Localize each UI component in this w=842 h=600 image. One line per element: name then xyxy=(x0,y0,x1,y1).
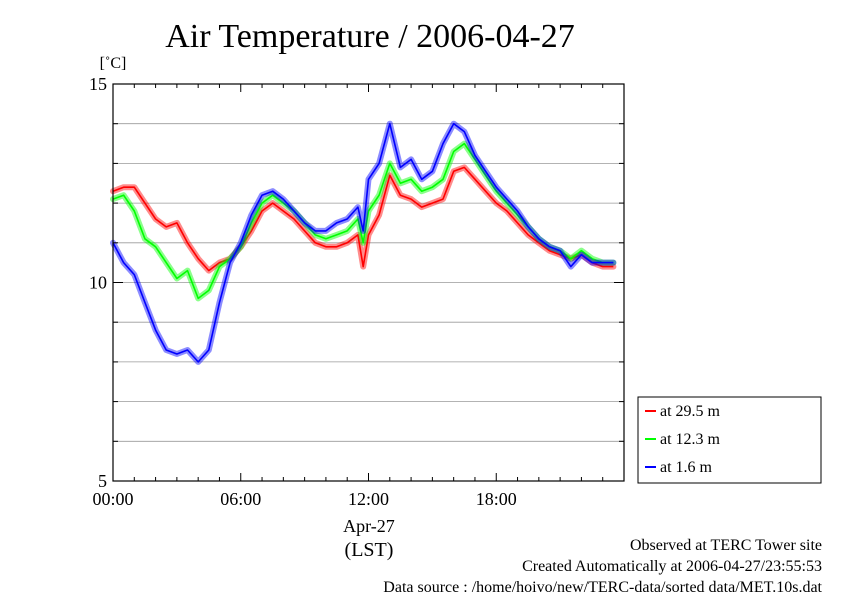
x-date-label: Apr-27 xyxy=(343,516,395,536)
x-axis-label: (LST) xyxy=(345,539,394,561)
legend: at 29.5 m at 12.3 m at 1.6 m xyxy=(637,396,822,484)
annotation-created: Created Automatically at 2006-04-27/23:5… xyxy=(522,558,822,575)
series-line xyxy=(112,122,614,363)
legend-item: at 29.5 m xyxy=(645,403,721,420)
x-tick-label: 12:00 xyxy=(348,489,389,509)
x-tick-label: 06:00 xyxy=(220,489,261,509)
annotation-data-source: Data source : /home/hoivo/new/TERC-data/… xyxy=(383,579,822,595)
legend-item: at 1.6 m xyxy=(645,459,713,476)
y-tick-label: 5 xyxy=(98,471,107,491)
legend-box xyxy=(637,396,822,484)
y-tick-label: 10 xyxy=(89,273,107,293)
series-layer xyxy=(110,120,617,365)
x-tick-label: 18:00 xyxy=(476,489,517,509)
y-axis-label: [˚C] xyxy=(100,55,127,72)
y-tick-label: 15 xyxy=(89,74,107,94)
series-line xyxy=(112,166,614,272)
legend-label: at 29.5 m xyxy=(660,403,721,420)
chart-title: Air Temperature / 2006-04-27 xyxy=(165,18,575,55)
x-tick-label: 00:00 xyxy=(92,489,133,509)
legend-label: at 1.6 m xyxy=(660,459,713,476)
axis-ticks: 5 10 15 00:00 06:00 12:00 18:00 xyxy=(89,74,625,509)
annotation-observed: Observed at TERC Tower site xyxy=(630,537,822,554)
legend-item: at 12.3 m xyxy=(645,431,721,448)
legend-label: at 12.3 m xyxy=(660,431,721,448)
series-0 xyxy=(110,164,617,274)
series-2 xyxy=(110,120,617,365)
